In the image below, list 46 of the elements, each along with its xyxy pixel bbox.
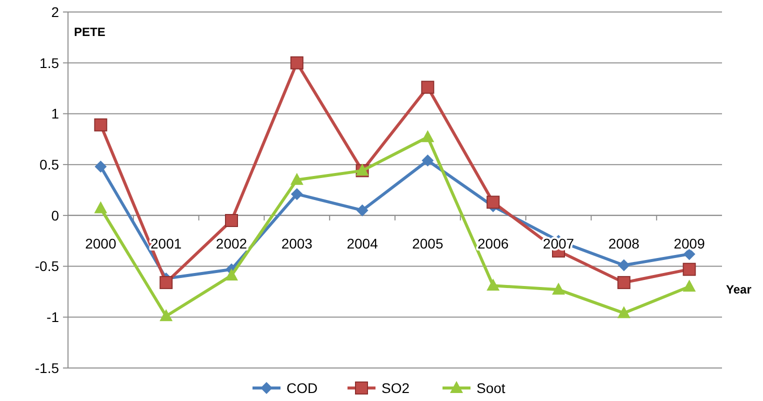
- x-tick-label: 2000: [85, 235, 116, 252]
- x-tick-label: 2001: [150, 235, 182, 252]
- point: [290, 188, 303, 200]
- x-tick-label: 2003: [281, 235, 313, 252]
- point: [290, 172, 304, 185]
- x-tick-label: 2006: [478, 235, 509, 252]
- point: [486, 196, 500, 209]
- x-tick-label: 2008: [608, 235, 640, 252]
- x-tick-label: 2002: [216, 235, 248, 252]
- point: [94, 118, 108, 132]
- point: [421, 130, 434, 142]
- legend-label: COD: [286, 380, 318, 396]
- point: [160, 309, 173, 322]
- legend-label: Soot: [476, 380, 506, 396]
- point: [683, 248, 696, 260]
- point: [160, 276, 173, 290]
- point: [225, 214, 238, 228]
- point: [486, 278, 500, 291]
- y-tick-label: 1: [51, 106, 60, 122]
- point: [618, 259, 630, 272]
- point: [682, 280, 696, 292]
- point: [290, 56, 304, 70]
- point: [617, 306, 630, 318]
- point: [94, 160, 107, 173]
- y-tick-label: -1: [46, 309, 60, 326]
- y-tick-label: -1.5: [34, 360, 60, 376]
- legend-label: SO2: [382, 380, 410, 396]
- x-tick-label: 2004: [346, 235, 378, 252]
- y-tick-label: 1.5: [40, 54, 60, 71]
- y-tick-label: 0: [51, 207, 60, 224]
- x-tick-label: 2007: [542, 235, 574, 252]
- y-tick-label: 2: [51, 4, 60, 20]
- x-tick-label: 2005: [412, 235, 444, 252]
- point: [421, 80, 434, 94]
- y-tick-label: 0.5: [40, 156, 60, 172]
- point: [552, 282, 565, 295]
- y-axis-title: PETE: [74, 25, 106, 39]
- point: [225, 268, 238, 280]
- point: [682, 262, 696, 276]
- point: [356, 204, 368, 216]
- y-tick-label: -0.5: [34, 258, 60, 274]
- x-tick-label: 2009: [674, 235, 706, 252]
- point: [94, 201, 108, 214]
- x-axis-title: Year: [726, 282, 752, 296]
- point: [617, 276, 630, 290]
- point: [422, 154, 434, 167]
